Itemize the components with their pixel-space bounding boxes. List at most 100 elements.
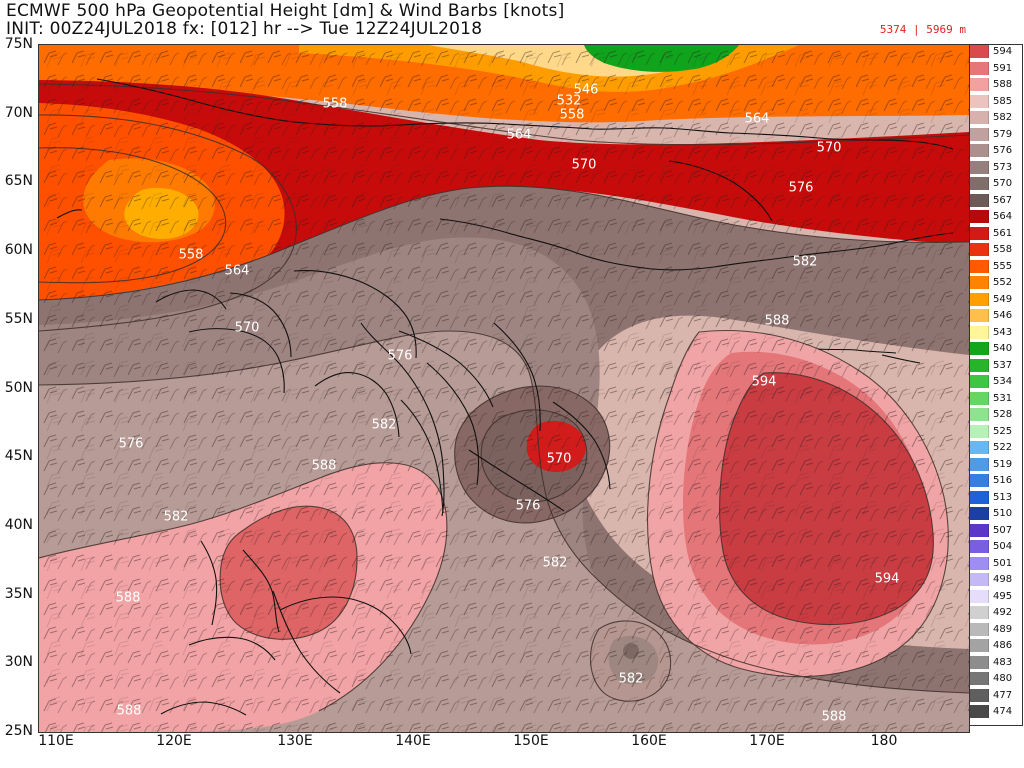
map-canvas: 558 5325585465645645705705765585645825885… bbox=[39, 45, 969, 732]
colorbar-label: 528 bbox=[993, 409, 1013, 420]
colorbar-item: 567 bbox=[970, 193, 1022, 207]
contour-value-label: 576 bbox=[119, 437, 144, 452]
colorbar-label: 492 bbox=[993, 607, 1013, 618]
latitude-label: 55N bbox=[4, 310, 33, 327]
colorbar-swatch bbox=[970, 622, 989, 636]
colorbar-swatch bbox=[970, 391, 989, 405]
contour-value-label: 582 bbox=[372, 418, 397, 433]
colorbar-swatch bbox=[970, 688, 989, 702]
colorbar-item: 486 bbox=[970, 639, 1022, 652]
latitude-label: 40N bbox=[4, 516, 33, 533]
colorbar-swatch bbox=[970, 606, 989, 619]
contour-value-label: 546 bbox=[574, 83, 599, 98]
colorbar-label: 474 bbox=[993, 706, 1013, 717]
colorbar-item: 555 bbox=[970, 259, 1022, 273]
colorbar-item: 504 bbox=[970, 540, 1022, 553]
colorbar-label: 576 bbox=[993, 145, 1013, 156]
colorbar-item: 543 bbox=[970, 325, 1022, 339]
colorbar-swatch bbox=[970, 309, 989, 322]
latitude-label: 60N bbox=[4, 242, 33, 259]
colorbar-label: 564 bbox=[993, 211, 1013, 222]
colorbar-swatch bbox=[970, 523, 989, 537]
contour-value-label: 582 bbox=[164, 510, 189, 525]
colorbar-swatch bbox=[970, 358, 989, 372]
colorbar-swatch bbox=[970, 160, 989, 174]
colorbar-label: 582 bbox=[993, 112, 1013, 123]
colorbar-swatch bbox=[970, 705, 989, 718]
colorbar-swatch bbox=[970, 589, 989, 603]
contour-value-label: 558 bbox=[323, 97, 348, 112]
colorbar-label: 507 bbox=[993, 524, 1013, 536]
colorbar-label: 483 bbox=[993, 656, 1013, 668]
colorbar-item: 528 bbox=[970, 408, 1022, 421]
contour-value-label: 576 bbox=[789, 181, 814, 196]
colorbar-swatch bbox=[970, 226, 989, 240]
contour-value-label: 582 bbox=[619, 672, 644, 687]
longitude-label: 140E bbox=[395, 733, 431, 749]
colorbar-swatch bbox=[970, 540, 989, 553]
colorbar-item: 552 bbox=[970, 276, 1022, 289]
colorbar-label: 555 bbox=[993, 260, 1013, 272]
colorbar-item: 588 bbox=[970, 78, 1022, 91]
contour-value-label: 582 bbox=[793, 255, 818, 270]
contour-value-label: 588 bbox=[116, 591, 141, 606]
colorbar-item: 558 bbox=[970, 243, 1022, 256]
colorbar-label: 525 bbox=[993, 425, 1013, 437]
colorbar-item: 585 bbox=[970, 94, 1022, 108]
longitude-label: 130E bbox=[277, 733, 313, 749]
colorbar-item: 591 bbox=[970, 61, 1022, 75]
colorbar-item: 477 bbox=[970, 688, 1022, 702]
colorbar-item: 480 bbox=[970, 672, 1022, 685]
colorbar-item: 594 bbox=[970, 45, 1022, 58]
colorbar-item: 516 bbox=[970, 474, 1022, 487]
contour-value-label: 588 bbox=[312, 459, 337, 474]
colorbar-label: 513 bbox=[993, 491, 1013, 503]
latitude-label: 45N bbox=[4, 448, 33, 465]
map-title: ECMWF 500 hPa Geopotential Height [dm] &… bbox=[6, 1, 565, 21]
colorbar-label: 534 bbox=[993, 376, 1013, 387]
contour-value-label: 570 bbox=[817, 141, 842, 156]
map-subtitle: INIT: 00Z24JUL2018 fx: [012] hr --> Tue … bbox=[6, 19, 483, 39]
contour-value-label: 570 bbox=[547, 452, 572, 467]
colorbar-item: 546 bbox=[970, 309, 1022, 322]
colorbar-swatch bbox=[970, 556, 989, 570]
colorbar-swatch bbox=[970, 375, 989, 388]
colorbar-swatch bbox=[970, 78, 989, 91]
latitude-axis: 75N 70N 65N 60N 55N 50N 45N 40N 35N 30N 25N bbox=[0, 36, 36, 739]
colorbar-label: 489 bbox=[993, 623, 1013, 635]
colorbar-label: 477 bbox=[993, 689, 1013, 701]
contour-value-label: 564 bbox=[745, 112, 770, 127]
colorbar-swatch bbox=[970, 61, 989, 75]
colorbar-item: 549 bbox=[970, 292, 1022, 306]
contour-value-label: 594 bbox=[752, 375, 777, 390]
colorbar-swatch bbox=[970, 259, 989, 273]
colorbar-item: 570 bbox=[970, 177, 1022, 190]
colorbar-label: 537 bbox=[993, 359, 1013, 371]
colorbar-label: 519 bbox=[993, 458, 1013, 470]
colorbar-label: 504 bbox=[993, 541, 1013, 552]
colorbar-item: 537 bbox=[970, 358, 1022, 372]
colorbar-swatch bbox=[970, 144, 989, 157]
colorbar-item: 525 bbox=[970, 424, 1022, 438]
colorbar-label: 546 bbox=[993, 310, 1013, 321]
colorbar-item: 489 bbox=[970, 622, 1022, 636]
colorbar-swatch bbox=[970, 111, 989, 124]
longitude-label: 120E bbox=[156, 733, 192, 749]
colorbar-item: 573 bbox=[970, 160, 1022, 174]
longitude-label: 170E bbox=[749, 733, 785, 749]
colorbar-label: 594 bbox=[993, 46, 1013, 57]
colorbar-label: 486 bbox=[993, 640, 1013, 651]
wind-barbs-layer-secondary bbox=[39, 45, 969, 732]
colorbar-item: 498 bbox=[970, 573, 1022, 586]
colorbar-label: 516 bbox=[993, 475, 1013, 486]
contour-value-label: 558 bbox=[179, 248, 204, 263]
colorbar-label: 579 bbox=[993, 128, 1013, 140]
colorbar-label: 540 bbox=[993, 343, 1013, 354]
colorbar-label: 543 bbox=[993, 326, 1013, 338]
latitude-label: 75N bbox=[4, 36, 33, 52]
colorbar-swatch bbox=[970, 193, 989, 207]
contour-value-label: 582 bbox=[543, 556, 568, 571]
colorbar-item: 540 bbox=[970, 342, 1022, 355]
contour-value-label: 558 bbox=[560, 108, 585, 123]
colorbar-label: 558 bbox=[993, 244, 1013, 255]
